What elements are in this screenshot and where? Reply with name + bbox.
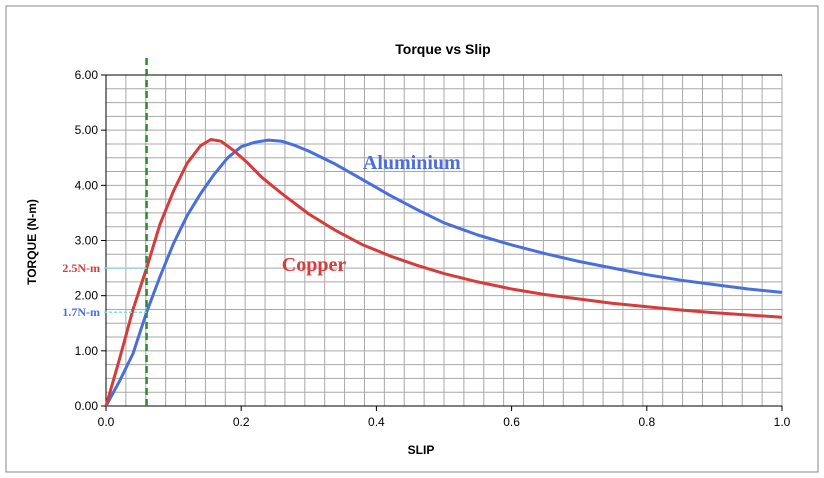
- y-tick-label: 0.00: [75, 399, 99, 413]
- series-labels: Aluminium Copper: [282, 152, 461, 276]
- x-tick-label: 0.8: [638, 415, 655, 429]
- x-tick-label: 0.4: [368, 415, 385, 429]
- y-axis-label: TORQUE (N-m): [25, 199, 39, 285]
- series-line-aluminium: [104, 138, 783, 407]
- series-line-copper: [104, 138, 783, 407]
- y-tick-label: 6.00: [75, 68, 99, 82]
- series-label-copper: Copper: [282, 254, 347, 276]
- y-tick-labels: 0.00 1.00 2.00 3.00 4.00 5.00 6.00: [75, 68, 106, 413]
- x-tick-label: 1.0: [774, 415, 791, 429]
- y-tick-label: 4.00: [75, 178, 99, 192]
- chart-title: Torque vs Slip: [395, 41, 490, 57]
- series-lines: [104, 138, 783, 407]
- x-tick-labels: 0.0 0.2 0.4 0.6 0.8 1.0: [98, 406, 791, 429]
- x-tick-label: 0.2: [233, 415, 250, 429]
- y-tick-label: 5.00: [75, 123, 99, 137]
- torque-annotation: 1.7N-m: [62, 305, 100, 319]
- torque-annotation: 2.5N-m: [62, 261, 100, 275]
- y-tick-label: 1.00: [75, 344, 99, 358]
- x-tick-label: 0.6: [503, 415, 520, 429]
- chart-border: [5, 5, 819, 473]
- marker-lines: 2.5N-m 1.7N-m: [62, 58, 148, 406]
- series-label-aluminium: Aluminium: [363, 152, 461, 174]
- x-tick-label: 0.0: [98, 415, 115, 429]
- x-axis-label: SLIP: [408, 443, 435, 457]
- y-tick-label: 3.00: [75, 234, 99, 248]
- grid-lines: [106, 75, 783, 406]
- y-tick-label: 2.00: [75, 289, 99, 303]
